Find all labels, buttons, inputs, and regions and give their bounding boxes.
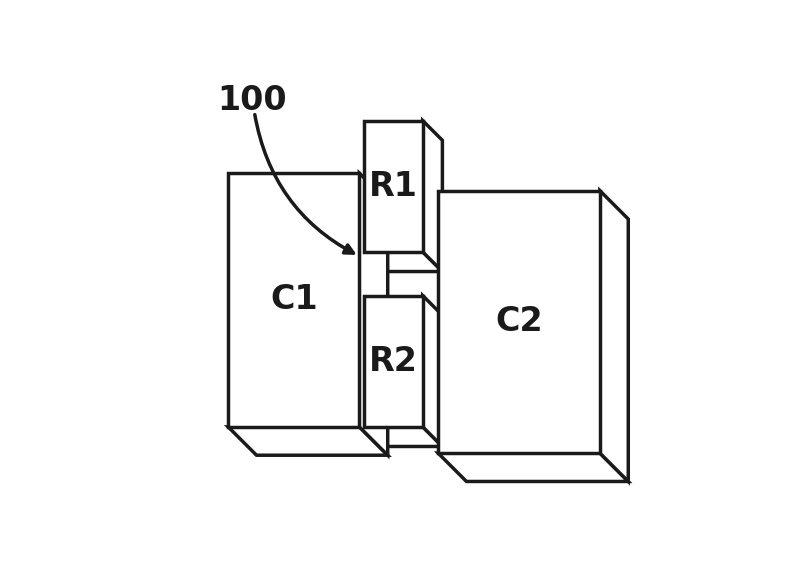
Text: C2: C2	[495, 306, 542, 339]
Polygon shape	[363, 120, 423, 252]
Polygon shape	[363, 295, 423, 427]
Polygon shape	[599, 191, 628, 482]
Polygon shape	[363, 427, 442, 446]
Polygon shape	[437, 191, 599, 453]
Polygon shape	[228, 173, 358, 427]
Polygon shape	[363, 252, 442, 272]
Text: C1: C1	[269, 283, 317, 316]
Polygon shape	[423, 295, 442, 446]
Polygon shape	[228, 427, 387, 455]
Polygon shape	[358, 173, 387, 455]
Text: R2: R2	[368, 345, 417, 378]
Text: R1: R1	[368, 170, 417, 203]
Polygon shape	[437, 453, 628, 482]
Text: 100: 100	[217, 85, 286, 118]
Polygon shape	[423, 120, 442, 272]
